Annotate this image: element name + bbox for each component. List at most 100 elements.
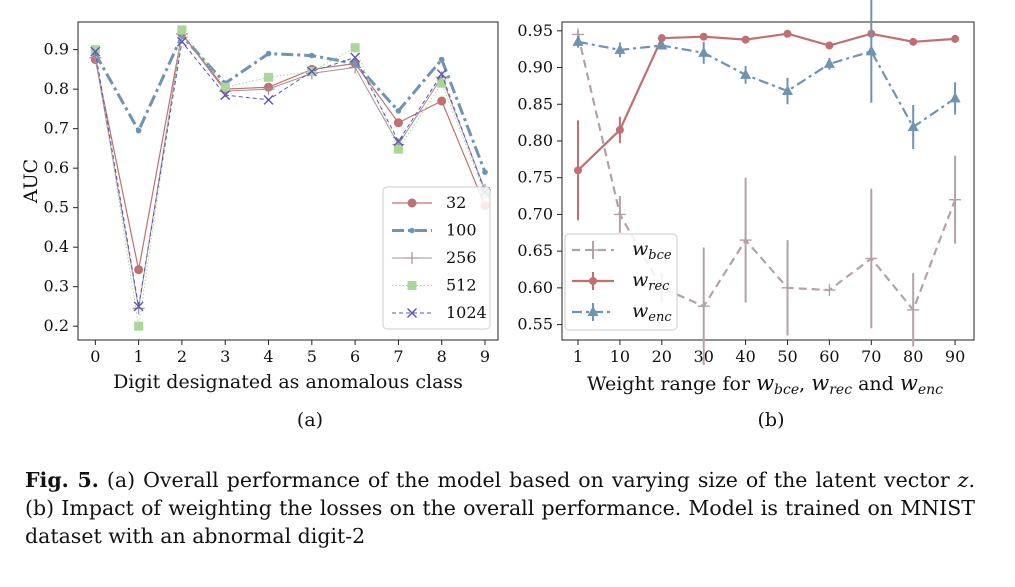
- x-tick-label: 1: [134, 347, 144, 366]
- x-tick-label: 1: [573, 347, 583, 366]
- point-marker: [741, 35, 750, 44]
- point-marker: [264, 72, 274, 82]
- chart-a-xlabel: Digit designated as anomalous class: [113, 371, 463, 393]
- caption-line2: . (b) Impact of weighting the losses on …: [25, 468, 975, 520]
- chart-b-y-axis: 0.55 0.60 0.65 0.70 0.75 0.80 0.85 0.90 0.95: [517, 21, 562, 334]
- x-tick-label: 5: [307, 347, 317, 366]
- marker-stroke: [350, 52, 361, 63]
- chart-a-legend: 32 100 256 512 1024: [382, 186, 491, 330]
- point-marker: [657, 34, 666, 43]
- point-marker: [176, 36, 187, 47]
- chart-a-frame: [77, 21, 499, 341]
- x-tick-label: 4: [263, 347, 273, 366]
- point-marker: [135, 127, 142, 134]
- y-tick-label: 0.55: [517, 315, 553, 334]
- point-marker: [615, 125, 624, 134]
- point-marker: [823, 284, 836, 297]
- point-marker: [587, 244, 599, 256]
- y-tick-label: 0.4: [44, 237, 69, 256]
- point-marker: [406, 252, 418, 264]
- x-tick-label: 2: [177, 347, 187, 366]
- y-tick-label: 0.60: [517, 278, 553, 297]
- caption-fig-label: Fig. 5.: [25, 468, 99, 492]
- point-marker: [438, 56, 445, 63]
- series-w-rec: [574, 29, 960, 221]
- y-tick-label: 0.8: [44, 79, 69, 98]
- marker-stroke: [90, 46, 101, 57]
- y-tick-label: 0.3: [44, 277, 69, 296]
- point-marker: [949, 92, 961, 103]
- legend-label: 256: [446, 248, 477, 267]
- point-marker: [350, 43, 360, 53]
- marker-stroke: [306, 66, 317, 77]
- point-marker: [90, 46, 101, 57]
- chart-b-legend: wbce wrec wenc: [564, 233, 678, 331]
- y-tick-label: 0.65: [517, 241, 553, 260]
- point-marker: [907, 303, 920, 316]
- point-marker: [951, 34, 960, 43]
- point-marker: [825, 41, 834, 50]
- point-marker: [349, 61, 362, 74]
- point-marker: [614, 43, 626, 54]
- x-tick-label: 6: [350, 347, 360, 366]
- chart-a-y-axis: 0.2 0.3 0.4 0.5 0.6 0.7 0.8 0.9: [44, 40, 78, 335]
- x-tick-label: 3: [220, 347, 230, 366]
- chart-a-x-axis: 0 1 2 3 4 5 6 7 8 9: [90, 340, 490, 366]
- series-line: [94, 40, 486, 307]
- x-tick-label: 9: [480, 347, 490, 366]
- chart-b-xlabel: Weight range for wbce, wrec and wenc: [587, 371, 943, 398]
- point-marker: [907, 121, 919, 132]
- chart-a-series: [89, 25, 492, 331]
- point-marker: [698, 46, 710, 57]
- series-1024: [90, 36, 491, 312]
- point-marker: [436, 69, 447, 80]
- chart-a-legend-box: [382, 186, 491, 330]
- x-tick-label: 0: [90, 347, 100, 366]
- x-tick-label: 70: [861, 347, 881, 366]
- point-marker: [407, 281, 417, 290]
- point-marker: [133, 301, 144, 312]
- point-marker: [740, 68, 752, 79]
- x-tick-label: 90: [945, 347, 965, 366]
- point-marker: [395, 108, 402, 114]
- marker-stroke: [436, 69, 447, 80]
- panel-a-label: (a): [297, 409, 323, 431]
- marker-stroke: [176, 36, 187, 47]
- point-marker: [782, 85, 793, 96]
- point-marker: [587, 306, 599, 316]
- chart-b-x-axis: 1 10 20 30 40 50 60 70 80 90: [573, 340, 965, 366]
- x-tick-label: 10: [610, 347, 630, 366]
- point-marker: [134, 265, 144, 275]
- y-tick-label: 0.6: [44, 158, 69, 177]
- series-line: [94, 33, 487, 173]
- series-line: [577, 40, 956, 129]
- point-marker: [697, 300, 710, 313]
- y-tick-label: 0.9: [44, 40, 69, 59]
- series-line: [577, 32, 956, 172]
- point-marker: [909, 37, 918, 46]
- point-marker: [865, 45, 877, 56]
- point-marker: [482, 169, 488, 175]
- point-marker: [265, 50, 272, 57]
- marker-stroke: [133, 301, 144, 312]
- point-marker: [949, 193, 962, 206]
- point-marker: [393, 136, 404, 147]
- y-tick-label: 0.7: [44, 119, 69, 138]
- legend-label: wenc: [632, 300, 672, 325]
- point-marker: [220, 82, 230, 92]
- y-tick-label: 0.95: [517, 21, 553, 40]
- point-marker: [393, 144, 403, 154]
- chart-a-ylabel: AUC: [20, 159, 42, 204]
- x-tick-label: 40: [735, 347, 755, 366]
- marker-stroke: [393, 136, 404, 147]
- point-marker: [409, 227, 415, 234]
- point-marker: [437, 96, 447, 106]
- chart-a: 0.2 0.3 0.4 0.5 0.6 0.7 0.8 0.9 0 1 2 3 4 5 6 7 8 9 32 10…: [20, 21, 499, 431]
- point-marker: [699, 32, 708, 41]
- point-marker: [393, 118, 403, 128]
- y-tick-label: 0.70: [517, 204, 553, 223]
- marker-stroke: [407, 308, 417, 318]
- point-marker: [407, 198, 417, 208]
- legend-label: wrec: [632, 269, 670, 294]
